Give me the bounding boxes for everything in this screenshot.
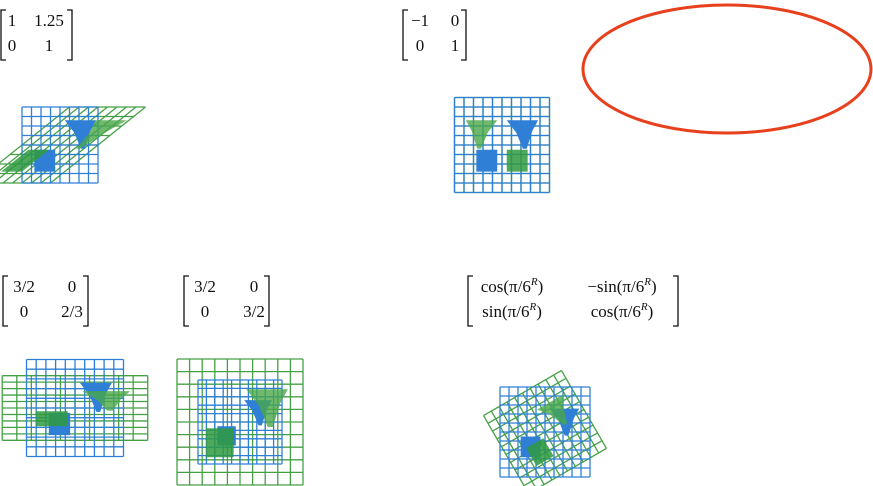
entry-close: ) xyxy=(648,302,654,321)
transformed-arrow xyxy=(537,394,568,426)
matrix-entry: −1 xyxy=(411,11,429,30)
entry-function: −sin(π/6 xyxy=(587,277,644,296)
matrix-bracket xyxy=(2,275,89,327)
entry-function: sin(π/6 xyxy=(482,302,529,321)
entry-close: ) xyxy=(538,277,544,296)
original-grid xyxy=(499,386,591,478)
matrix-entry: 3/2 xyxy=(194,277,216,296)
entry-function: cos(π/6 xyxy=(591,302,641,321)
matrix-entry: 0 xyxy=(8,36,17,55)
matrix-entry: 3/2 xyxy=(13,277,35,296)
matrix-bracket xyxy=(467,275,679,327)
entry-function: cos(π/6 xyxy=(481,277,531,296)
matrix-entry: 0 xyxy=(416,36,425,55)
matrix-entry: 1 xyxy=(45,36,54,55)
matrix-entry: 0 xyxy=(68,277,77,296)
original-arrow xyxy=(506,120,539,149)
matrix-entry: −sin(π/6R) xyxy=(587,276,656,296)
transformed-square xyxy=(506,149,528,172)
entry-exponent: R xyxy=(528,301,536,313)
entry-exponent: R xyxy=(643,276,651,288)
original-grid xyxy=(453,96,551,194)
matrix-entry: 1.25 xyxy=(34,11,64,30)
transformed-square xyxy=(526,438,554,466)
matrix-bracket xyxy=(402,9,467,61)
transformed-arrow xyxy=(82,391,131,411)
transformed-arrow xyxy=(465,120,498,149)
original-grid xyxy=(25,358,125,458)
matrix-entry: 0 xyxy=(20,302,29,321)
transformed-square xyxy=(35,411,68,427)
transformed-square xyxy=(205,428,234,458)
matrix-entry: 0 xyxy=(250,277,259,296)
matrix-bracket xyxy=(0,9,73,61)
highlight-ellipse xyxy=(581,3,873,135)
transformed-square xyxy=(1,149,50,172)
transformed-arrow xyxy=(246,389,288,428)
matrix-entry: 1 xyxy=(8,11,17,30)
transformed-arrow xyxy=(76,120,127,149)
matrix-entry: cos(π/6R) xyxy=(481,276,544,296)
matrix-entry: 0 xyxy=(201,302,210,321)
original-grid xyxy=(197,379,283,465)
matrix-entry: cos(π/6R) xyxy=(591,301,654,321)
matrix-bracket xyxy=(183,275,270,327)
matrix-entry: 3/2 xyxy=(243,302,265,321)
matrix-entry: 2/3 xyxy=(61,302,83,321)
entry-exponent: R xyxy=(640,301,648,313)
matrix-entry: sin(π/6R) xyxy=(482,301,542,321)
entry-close: ) xyxy=(536,302,542,321)
original-arrow xyxy=(64,120,97,149)
matrix-entry: 1 xyxy=(451,36,460,55)
entry-exponent: R xyxy=(530,276,538,288)
entry-close: ) xyxy=(651,277,657,296)
original-grid xyxy=(21,106,99,184)
original-square xyxy=(476,149,498,172)
matrix-entry: 0 xyxy=(451,11,460,30)
